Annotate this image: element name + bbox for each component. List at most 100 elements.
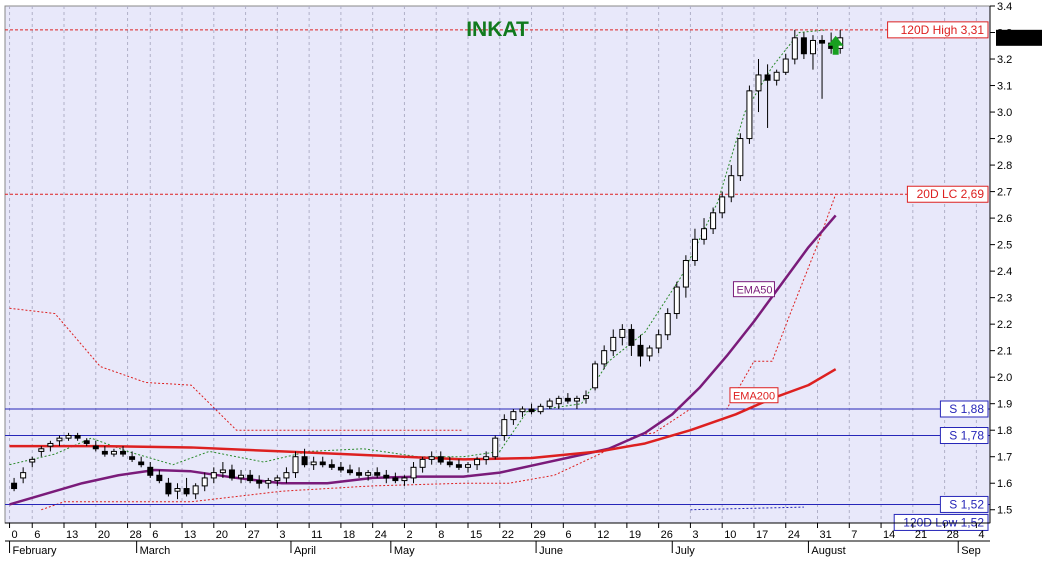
candle — [528, 403, 535, 415]
candle — [56, 435, 63, 447]
x-tick-label: 15 — [470, 529, 482, 541]
x-tick-label: 29 — [534, 529, 546, 541]
candle — [755, 59, 762, 113]
candle-body — [728, 175, 735, 198]
candle — [401, 475, 408, 486]
candle-body — [337, 466, 344, 471]
candle-body — [492, 437, 499, 458]
y-tick-label: 1.6 — [997, 478, 1012, 490]
candle-body — [265, 480, 272, 484]
x-tick-label: 17 — [756, 529, 768, 541]
candle — [564, 393, 571, 404]
candle-body — [628, 328, 635, 346]
x-tick-label: 2 — [406, 529, 412, 541]
candle-body — [101, 450, 108, 455]
month-label: April — [294, 545, 316, 557]
candle — [65, 432, 72, 441]
candle-body — [274, 477, 281, 482]
outer-dotted-curve — [9, 307, 464, 431]
candle — [374, 467, 381, 478]
hline-label-text: 20D LC 2,69 — [917, 187, 985, 201]
candle — [519, 406, 526, 417]
candle-body — [773, 71, 780, 81]
candle — [555, 395, 562, 409]
candle-body — [192, 485, 199, 495]
candle — [83, 438, 90, 447]
candle-body — [310, 461, 317, 466]
y-tick-label: 2.0 — [997, 372, 1012, 384]
candle — [292, 451, 299, 478]
candle-body — [564, 397, 571, 402]
hline-label: 20D LC 2,69 — [906, 185, 989, 203]
candle-body — [319, 461, 326, 466]
candle-body — [510, 411, 517, 421]
candle-body — [800, 37, 807, 55]
candle — [265, 477, 272, 489]
hline-label-box — [939, 495, 989, 513]
candle-body — [392, 477, 399, 482]
hline-label-box — [887, 21, 989, 39]
candle-body — [20, 472, 27, 479]
candle-body — [138, 461, 145, 466]
candle-body — [501, 419, 508, 437]
candle — [256, 475, 263, 489]
hline-label: 120D High 3,31 — [887, 21, 989, 39]
hline-label: S 1,78 — [939, 427, 989, 445]
candle — [310, 456, 317, 470]
candle-body — [464, 464, 471, 468]
candle-body — [292, 456, 299, 474]
hline-label: 120D Low 1,52 — [893, 513, 989, 531]
x-tick-label: 28 — [947, 529, 959, 541]
candle-body — [83, 440, 90, 444]
ema-label-box — [729, 387, 779, 404]
y-tick-label: 2.5 — [997, 240, 1012, 252]
hline-label-text: 120D High 3,31 — [901, 23, 985, 37]
candle-body — [519, 408, 526, 413]
candle — [782, 53, 789, 75]
candle — [328, 459, 335, 470]
y-tick-label: 3.0 — [997, 107, 1012, 119]
grid — [9, 6, 977, 523]
candle — [274, 475, 281, 486]
candle — [710, 207, 717, 235]
candle — [174, 483, 181, 500]
x-tick-label: 31 — [820, 529, 832, 541]
candle-body — [210, 472, 217, 479]
candle-body — [601, 350, 608, 365]
candle-body — [809, 39, 816, 55]
hline-label: S 1,52 — [939, 495, 989, 513]
hline-label-text: 120D Low 1,52 — [903, 515, 984, 529]
candle — [165, 477, 172, 497]
candle — [619, 324, 626, 346]
candle — [356, 467, 363, 478]
candle — [746, 85, 753, 144]
candle-body — [637, 344, 644, 357]
hline-label-text: S 1,88 — [949, 402, 984, 416]
candle — [773, 69, 780, 86]
candle-body — [791, 37, 798, 60]
candle — [637, 334, 644, 367]
candle-body — [455, 464, 462, 468]
candle-body — [129, 456, 136, 460]
candle-body — [410, 466, 417, 479]
candle-body — [537, 405, 544, 413]
hline-label: S 1,88 — [939, 400, 989, 418]
x-tick-label: 6 — [152, 529, 158, 541]
y-tick-label: 1.9 — [997, 399, 1012, 411]
x-tick-label: 13 — [184, 529, 196, 541]
month-label: Sep — [961, 545, 981, 557]
candle — [247, 469, 254, 484]
candle — [474, 456, 481, 470]
candle — [283, 467, 290, 484]
axes: 1.5 1.6 1.7 1.8 1.9 2.0 2.1 2.2 2.3 2.4 2.5 2.6 2.7 2… — [5, 1, 1012, 557]
x-tick-label: 6 — [565, 529, 571, 541]
candle-body — [92, 445, 99, 450]
x-tick-label: 20 — [216, 529, 228, 541]
y-tick-label: 2.1 — [997, 346, 1012, 358]
candle — [337, 462, 344, 473]
month-label: March — [140, 545, 171, 557]
candle-body — [29, 458, 36, 463]
candle — [646, 345, 653, 362]
month-label: May — [394, 545, 415, 557]
y-tick-label: 3.3 — [997, 28, 1012, 40]
